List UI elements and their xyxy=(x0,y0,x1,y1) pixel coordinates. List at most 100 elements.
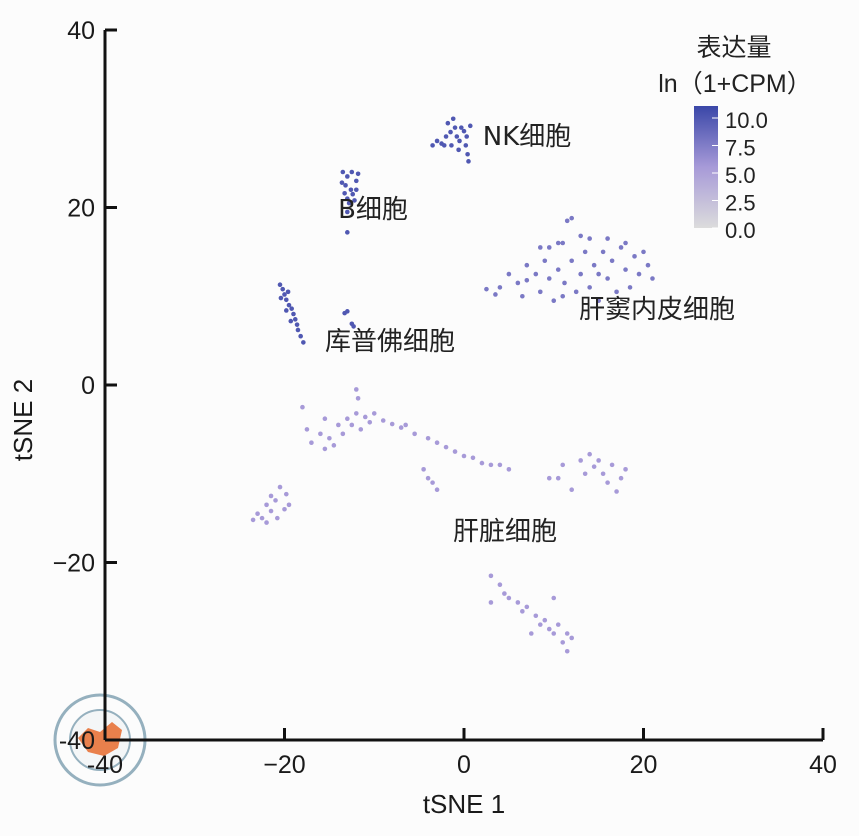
data-point xyxy=(336,422,341,428)
data-point xyxy=(345,174,350,179)
data-point xyxy=(569,487,574,493)
data-point xyxy=(555,622,561,627)
data-point xyxy=(456,147,461,153)
data-point xyxy=(268,508,274,514)
data-point xyxy=(533,613,539,619)
data-point xyxy=(371,411,377,416)
data-point xyxy=(488,462,494,468)
colorbar-tick-label: 0.0 xyxy=(725,218,756,243)
data-point xyxy=(623,467,628,472)
data-point xyxy=(546,245,552,250)
data-point xyxy=(345,416,350,422)
data-point xyxy=(623,240,628,246)
data-point xyxy=(434,440,440,445)
data-point xyxy=(618,475,624,481)
data-point xyxy=(331,443,337,448)
data-point xyxy=(632,254,637,259)
data-point xyxy=(600,249,606,255)
data-point xyxy=(520,609,525,614)
data-point xyxy=(425,435,431,441)
y-tick-label: 0 xyxy=(81,372,95,400)
data-point xyxy=(282,506,287,512)
data-point xyxy=(322,446,328,452)
data-point xyxy=(600,471,606,477)
data-point xyxy=(289,306,294,311)
data-point xyxy=(355,171,361,177)
data-point xyxy=(515,280,521,286)
data-point xyxy=(551,595,557,601)
data-point xyxy=(443,444,449,450)
points-layer xyxy=(250,116,655,654)
colorbar-gradient xyxy=(694,106,718,228)
data-point xyxy=(367,419,373,425)
data-point xyxy=(322,416,328,422)
data-point xyxy=(350,191,356,197)
data-point xyxy=(582,471,588,477)
data-point xyxy=(506,271,512,277)
data-point xyxy=(349,422,355,428)
data-point xyxy=(380,418,386,423)
data-point xyxy=(283,308,289,313)
data-point xyxy=(605,276,610,281)
data-point xyxy=(340,431,346,437)
data-point xyxy=(286,302,292,308)
colorbar-tick-label: 7.5 xyxy=(725,136,756,161)
y-axis-title: tSNE 2 xyxy=(8,379,38,461)
data-point xyxy=(280,286,286,292)
data-point xyxy=(264,520,269,525)
data-point xyxy=(291,311,296,317)
data-point xyxy=(355,396,361,401)
data-point xyxy=(286,502,292,508)
data-point xyxy=(555,240,561,246)
data-point xyxy=(454,134,460,139)
data-point xyxy=(546,626,552,632)
data-point xyxy=(430,143,435,148)
data-point xyxy=(497,582,503,587)
data-point xyxy=(301,340,306,345)
data-point xyxy=(605,236,610,241)
data-point xyxy=(275,515,280,521)
y-tick-label: -40 xyxy=(59,727,95,755)
data-point xyxy=(421,467,426,472)
data-point xyxy=(389,421,395,427)
data-point xyxy=(298,333,303,339)
data-point xyxy=(268,493,274,499)
data-point xyxy=(609,462,615,468)
data-point xyxy=(596,298,601,303)
data-point xyxy=(318,431,323,437)
y-tick-label: 40 xyxy=(67,17,95,45)
data-point xyxy=(618,245,624,250)
data-point xyxy=(345,230,350,235)
data-point xyxy=(309,440,314,445)
data-point xyxy=(457,138,462,144)
data-point xyxy=(546,475,552,481)
data-point xyxy=(288,318,294,324)
data-point xyxy=(636,271,642,277)
data-point xyxy=(349,169,355,175)
data-point xyxy=(560,240,566,246)
data-point xyxy=(412,431,417,437)
data-point xyxy=(506,595,512,601)
data-point xyxy=(343,183,348,188)
data-point xyxy=(497,462,503,468)
data-point xyxy=(430,480,435,485)
y-tick-label: 20 xyxy=(67,195,95,223)
data-point xyxy=(587,285,592,290)
data-point xyxy=(524,604,530,610)
data-point xyxy=(345,209,350,215)
data-point xyxy=(479,460,485,466)
data-point xyxy=(587,236,592,241)
data-point xyxy=(354,187,359,193)
x-tick-label: -40 xyxy=(87,751,123,779)
data-point xyxy=(546,276,552,281)
data-point xyxy=(650,276,655,281)
x-tick-label: 40 xyxy=(809,751,837,779)
data-point xyxy=(488,573,494,579)
data-point xyxy=(484,286,489,292)
data-point xyxy=(560,293,566,299)
data-point xyxy=(264,502,269,508)
data-point xyxy=(345,309,350,314)
data-point xyxy=(441,143,447,148)
data-point xyxy=(283,491,289,497)
